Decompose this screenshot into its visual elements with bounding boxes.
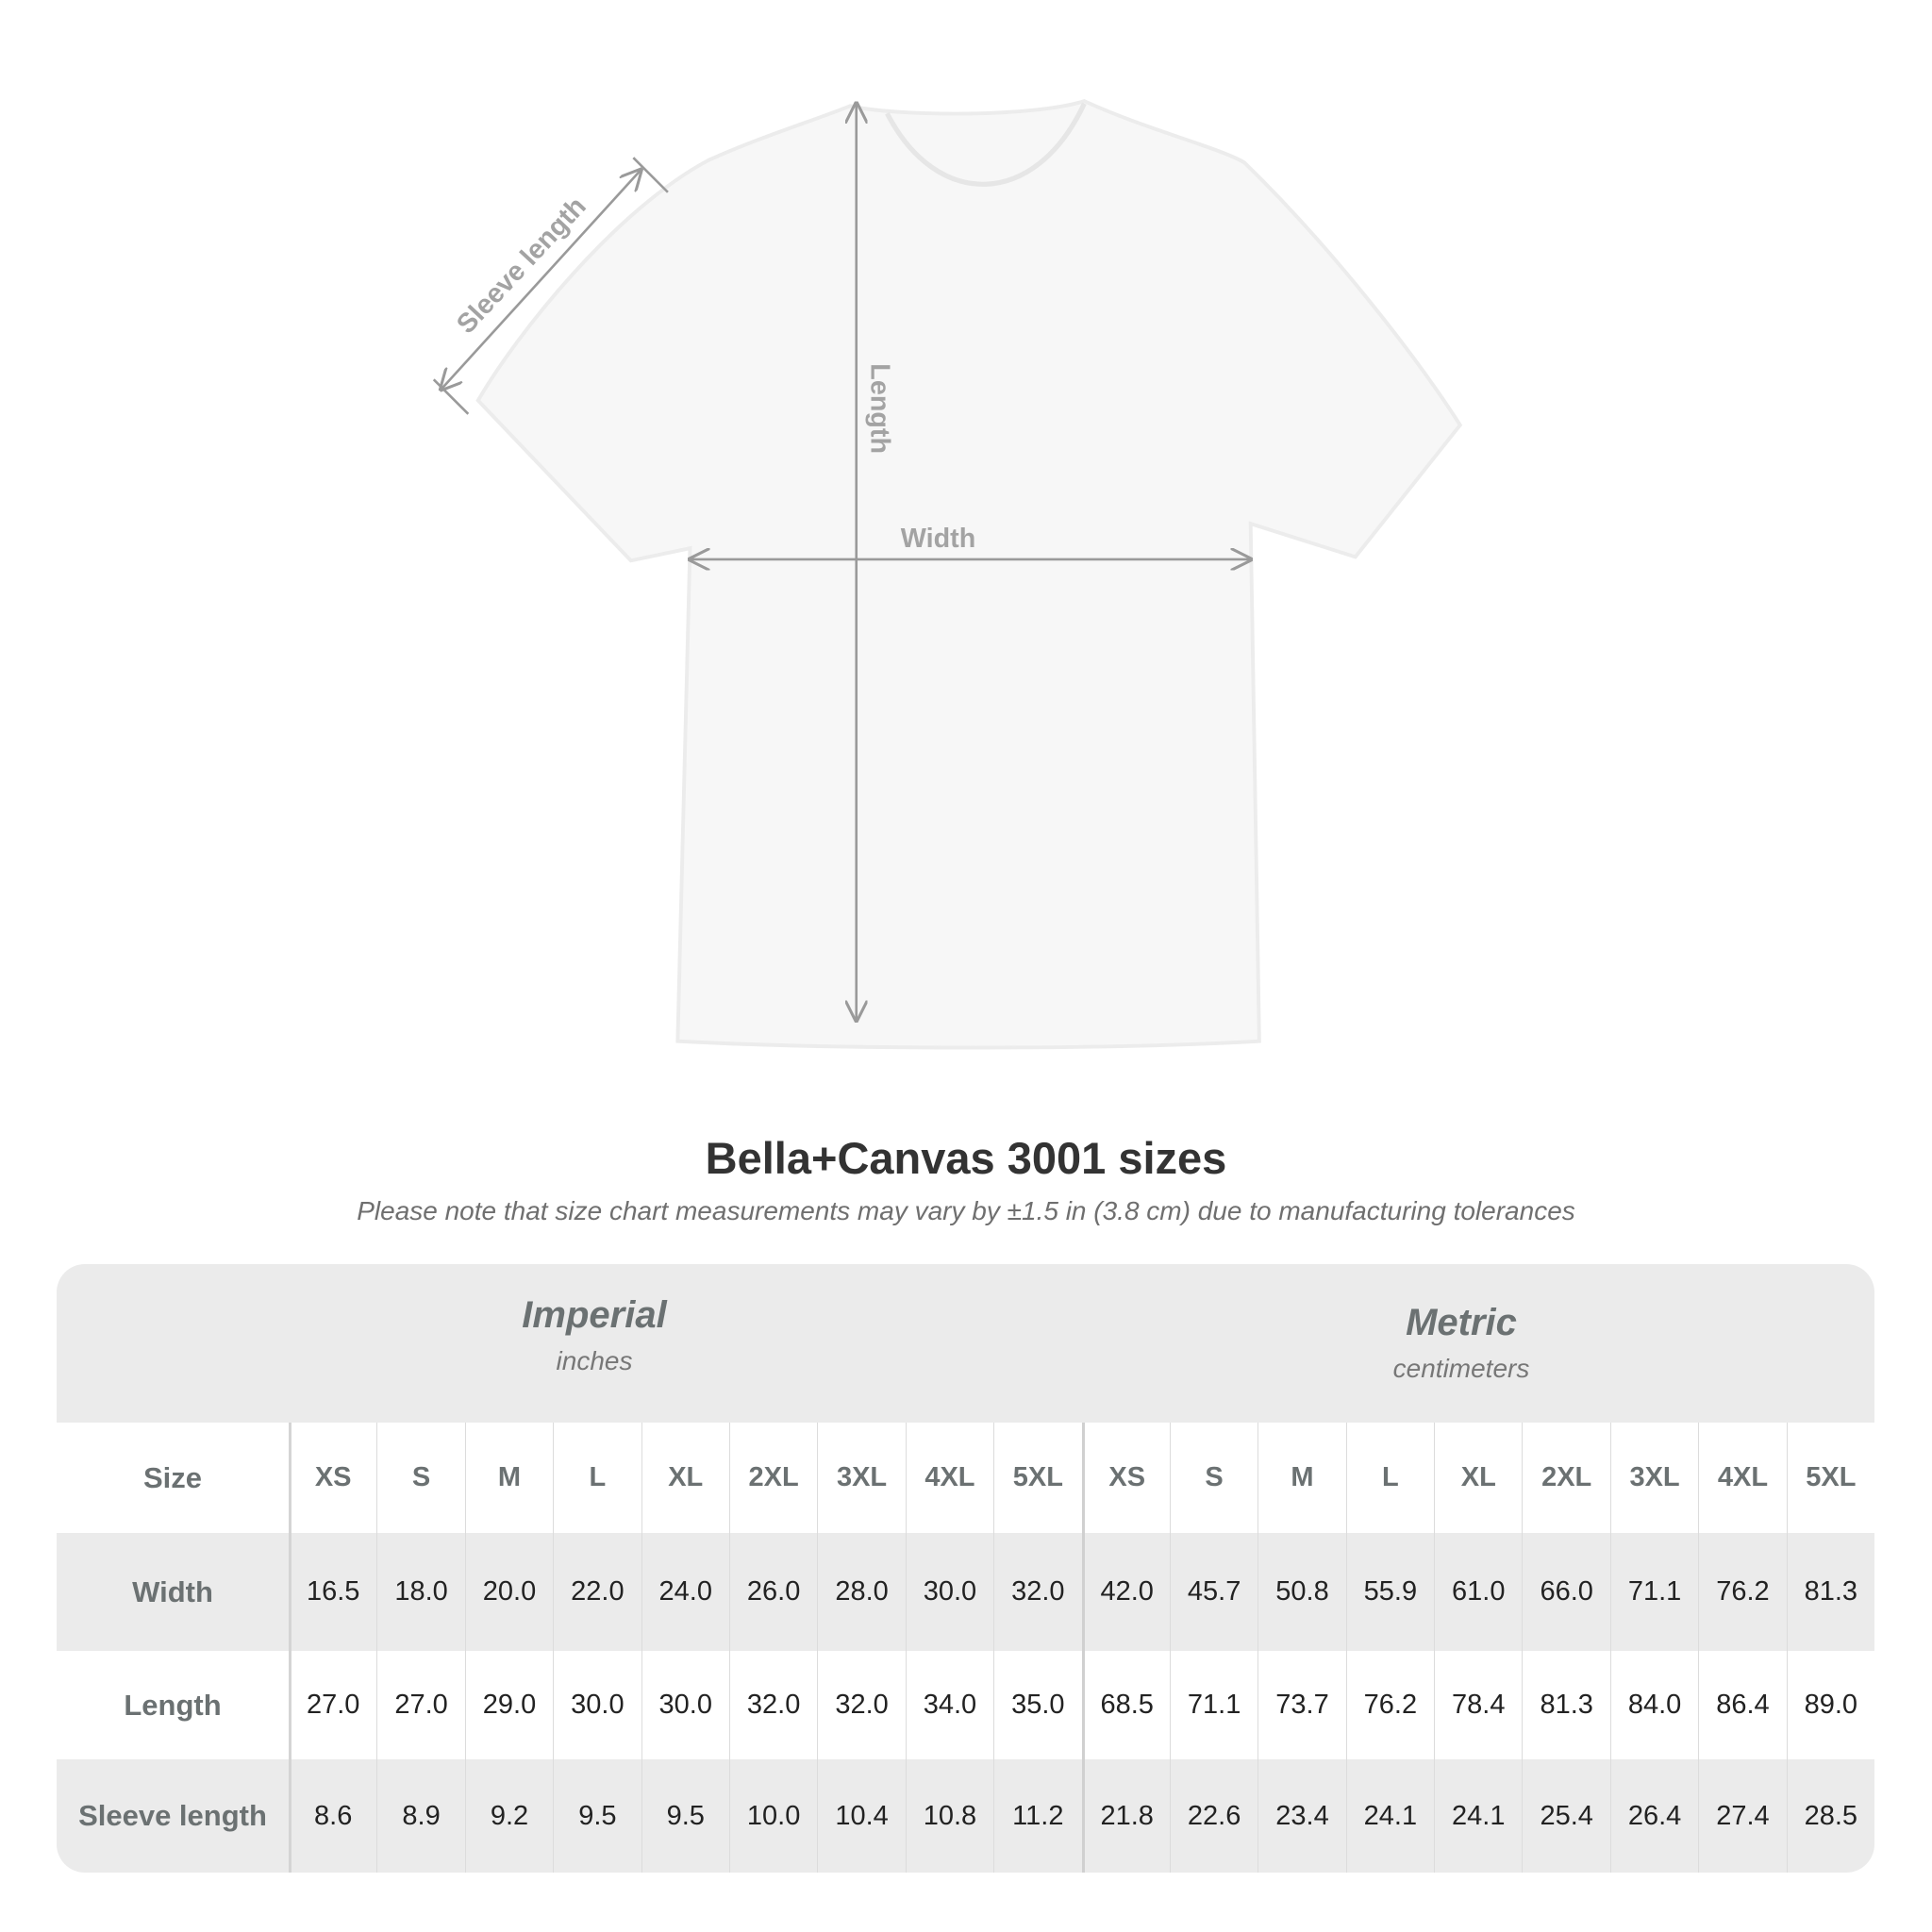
table-row: Length 27.0 27.0 29.0 30.0 30.0 32.0 32.0 34.0 35…: [57, 1651, 1874, 1759]
metric-value-cell: 71.1: [1169, 1651, 1257, 1759]
imperial-value-cell: 26.0: [728, 1533, 817, 1651]
imperial-value-cell: 28.0: [817, 1533, 905, 1651]
metric-title: Metric: [1406, 1302, 1517, 1343]
metric-value-cell: 27.4: [1698, 1759, 1786, 1873]
size-header-cell: 2XL: [728, 1423, 817, 1533]
metric-value-cell: 28.5: [1786, 1759, 1874, 1873]
imperial-unit: inches: [556, 1346, 633, 1375]
imperial-header: Imperial inches: [311, 1294, 877, 1376]
imperial-value-cell: 30.0: [905, 1533, 993, 1651]
imperial-value-cell: 10.4: [817, 1759, 905, 1873]
metric-value-cell: 68.5: [1081, 1651, 1170, 1759]
imperial-value-cell: 27.0: [376, 1651, 464, 1759]
imperial-value-cell: 24.0: [641, 1533, 729, 1651]
tshirt-image: [475, 99, 1463, 1050]
metric-header: Metric centimeters: [1178, 1302, 1744, 1384]
imperial-value-cell: 20.0: [464, 1533, 553, 1651]
size-header-cell: L: [1345, 1423, 1434, 1533]
size-header-cell: XS: [1081, 1423, 1170, 1533]
imperial-value-cell: 32.0: [728, 1651, 817, 1759]
imperial-value-cell: 35.0: [993, 1651, 1081, 1759]
metric-value-cell: 81.3: [1522, 1651, 1609, 1759]
size-header-cell: 3XL: [1609, 1423, 1698, 1533]
imperial-value-cell: 11.2: [993, 1759, 1081, 1873]
metric-value-cell: 50.8: [1257, 1533, 1345, 1651]
imperial-value-cell: 32.0: [817, 1651, 905, 1759]
metric-value-cell: 26.4: [1609, 1759, 1698, 1873]
metric-value-cell: 76.2: [1345, 1651, 1434, 1759]
imperial-value-cell: 9.5: [553, 1759, 641, 1873]
size-header-row: Size XS S M L XL 2XL 3XL 4XL 5XL XS S M L XL 2XL 3XL 4XL 5…: [57, 1423, 1874, 1533]
size-header-cell: 5XL: [1786, 1423, 1874, 1533]
tolerance-note: Please note that size chart measurements…: [357, 1196, 1575, 1225]
metric-value-cell: 66.0: [1522, 1533, 1609, 1651]
metric-value-cell: 71.1: [1609, 1533, 1698, 1651]
metric-value-cell: 61.0: [1434, 1533, 1522, 1651]
imperial-value-cell: 9.5: [641, 1759, 729, 1873]
metric-value-cell: 25.4: [1522, 1759, 1609, 1873]
length-label: Length: [864, 363, 894, 454]
row-label: Sleeve length: [78, 1799, 267, 1832]
imperial-title: Imperial: [522, 1294, 667, 1336]
imperial-value-cell: 34.0: [905, 1651, 993, 1759]
size-header-cell: M: [464, 1423, 553, 1533]
metric-value-cell: 24.1: [1345, 1759, 1434, 1873]
size-header-cell: 4XL: [1698, 1423, 1786, 1533]
metric-value-cell: 76.2: [1698, 1533, 1786, 1651]
imperial-value-cell: 8.6: [289, 1759, 376, 1873]
metric-value-cell: 78.4: [1434, 1651, 1522, 1759]
column-divider: [289, 1423, 291, 1873]
size-header-cell: XS: [289, 1423, 376, 1533]
metric-unit: centimeters: [1392, 1354, 1530, 1383]
metric-value-cell: 24.1: [1434, 1759, 1522, 1873]
metric-value-cell: 45.7: [1169, 1533, 1257, 1651]
row-label: Width: [132, 1574, 213, 1608]
metric-value-cell: 23.4: [1257, 1759, 1345, 1873]
imperial-value-cell: 32.0: [993, 1533, 1081, 1651]
imperial-value-cell: 30.0: [641, 1651, 729, 1759]
imperial-value-cell: 27.0: [289, 1651, 376, 1759]
size-header-cell: L: [553, 1423, 641, 1533]
metric-value-cell: 22.6: [1169, 1759, 1257, 1873]
table-row: Width 16.5 18.0 20.0 22.0 24.0 26.0 28.0 30.0 32.…: [57, 1533, 1874, 1651]
size-header-cell: S: [1169, 1423, 1257, 1533]
metric-value-cell: 21.8: [1081, 1759, 1170, 1873]
metric-value-cell: 84.0: [1609, 1651, 1698, 1759]
metric-value-cell: 55.9: [1345, 1533, 1434, 1651]
metric-value-cell: 73.7: [1257, 1651, 1345, 1759]
table-row: Sleeve length 8.6 8.9 9.2 9.5 9.5 10.0 10.4 10.8…: [57, 1759, 1874, 1873]
size-header-cell: 5XL: [993, 1423, 1081, 1533]
page-title: Bella+Canvas 3001 sizes: [705, 1133, 1227, 1183]
imperial-value-cell: 29.0: [464, 1651, 553, 1759]
size-header-cell: 4XL: [905, 1423, 993, 1533]
metric-value-cell: 86.4: [1698, 1651, 1786, 1759]
size-header-cell: S: [376, 1423, 464, 1533]
imperial-value-cell: 8.9: [376, 1759, 464, 1873]
sleeve-arrow: [441, 170, 641, 389]
row-label: Length: [124, 1688, 222, 1722]
imperial-value-cell: 30.0: [553, 1651, 641, 1759]
imperial-value-cell: 16.5: [289, 1533, 376, 1651]
size-header-cell: M: [1257, 1423, 1345, 1533]
width-label: Width: [901, 524, 975, 554]
imperial-value-cell: 9.2: [464, 1759, 553, 1873]
size-header-cell: XL: [641, 1423, 729, 1533]
size-table: Imperial inches Metric centimeters Size X…: [57, 1264, 1874, 1873]
size-header-cell: XL: [1434, 1423, 1522, 1533]
imperial-value-cell: 10.8: [905, 1759, 993, 1873]
size-header-cell: 3XL: [817, 1423, 905, 1533]
metric-value-cell: 81.3: [1786, 1533, 1874, 1651]
imperial-value-cell: 10.0: [728, 1759, 817, 1873]
size-header-cell: 2XL: [1522, 1423, 1609, 1533]
metric-value-cell: 89.0: [1786, 1651, 1874, 1759]
imperial-value-cell: 22.0: [553, 1533, 641, 1651]
metric-value-cell: 42.0: [1081, 1533, 1170, 1651]
imperial-value-cell: 18.0: [376, 1533, 464, 1651]
row-label: Size: [142, 1460, 203, 1494]
